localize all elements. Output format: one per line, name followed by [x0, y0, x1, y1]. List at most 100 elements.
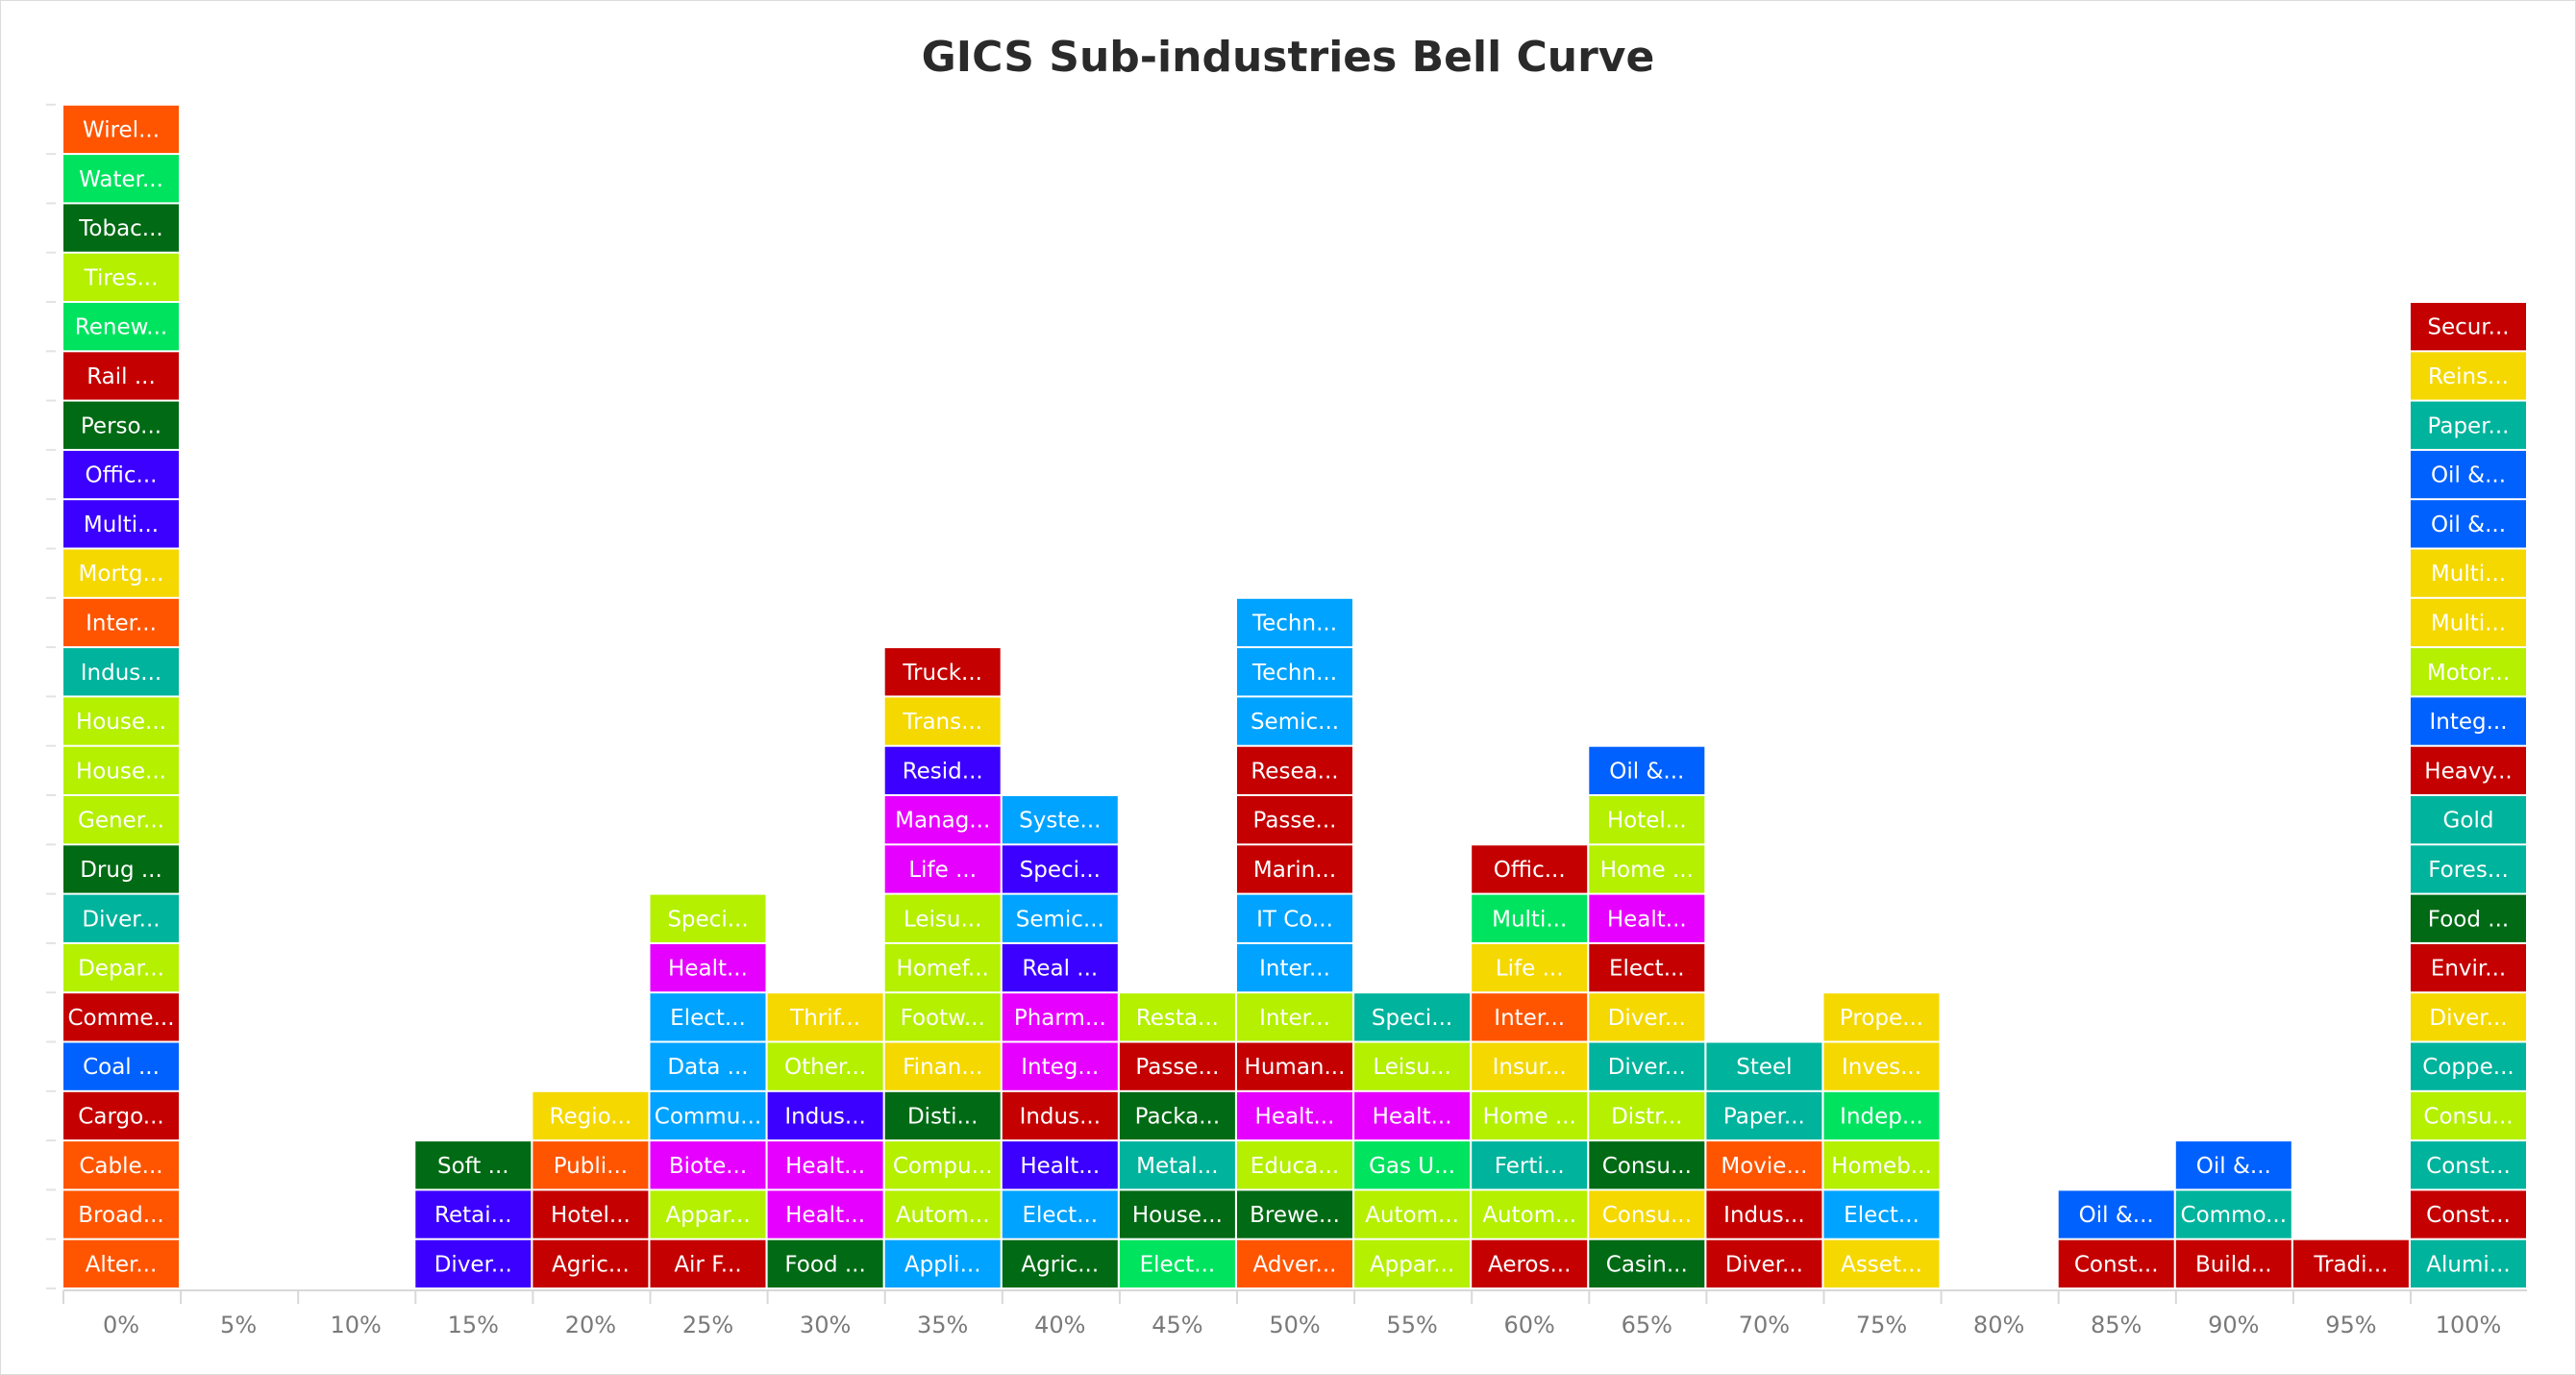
sub-industry-cell[interactable]: Hotel... [533, 1190, 649, 1238]
sub-industry-cell[interactable]: Homef... [884, 943, 1001, 992]
sub-industry-cell[interactable]: Inves... [1823, 1042, 1940, 1090]
sub-industry-cell[interactable]: Diver... [1589, 1042, 1705, 1090]
sub-industry-cell[interactable]: Paper... [1706, 1091, 1822, 1140]
sub-industry-cell[interactable]: Home ... [1472, 1091, 1588, 1140]
sub-industry-cell[interactable]: Multi... [2411, 598, 2526, 647]
sub-industry-cell[interactable]: Oil &... [2175, 1141, 2291, 1189]
sub-industry-cell[interactable]: Indep... [1823, 1091, 1940, 1140]
sub-industry-cell[interactable]: Gas U... [1354, 1141, 1471, 1189]
sub-industry-cell[interactable]: Soft ... [415, 1141, 532, 1189]
sub-industry-cell[interactable]: Indus... [1002, 1091, 1118, 1140]
sub-industry-cell[interactable]: Cargo... [63, 1091, 179, 1140]
sub-industry-cell[interactable]: Diver... [1706, 1239, 1822, 1288]
sub-industry-cell[interactable]: Healt... [1589, 894, 1705, 942]
sub-industry-cell[interactable]: Elect... [650, 993, 766, 1041]
sub-industry-cell[interactable]: Motor... [2411, 648, 2526, 696]
sub-industry-cell[interactable]: Passe... [1119, 1042, 1235, 1090]
sub-industry-cell[interactable]: Semic... [1237, 697, 1352, 745]
sub-industry-cell[interactable]: Agric... [533, 1239, 649, 1288]
sub-industry-cell[interactable]: Paper... [2411, 401, 2526, 449]
sub-industry-cell[interactable]: Secur... [2411, 303, 2526, 351]
sub-industry-cell[interactable]: Packa... [1119, 1091, 1235, 1140]
sub-industry-cell[interactable]: Diver... [2411, 993, 2526, 1041]
sub-industry-cell[interactable]: Const... [2058, 1239, 2174, 1288]
sub-industry-cell[interactable]: Perso... [63, 401, 179, 449]
sub-industry-cell[interactable]: Coppe... [2411, 1042, 2526, 1090]
sub-industry-cell[interactable]: Manag... [884, 796, 1001, 844]
sub-industry-cell[interactable]: Integ... [2411, 697, 2526, 745]
sub-industry-cell[interactable]: Thrif... [767, 993, 883, 1041]
sub-industry-cell[interactable]: Autom... [1354, 1190, 1471, 1238]
sub-industry-cell[interactable]: Gold [2411, 796, 2526, 844]
sub-industry-cell[interactable]: Resta... [1119, 993, 1235, 1041]
sub-industry-cell[interactable]: Brewe... [1237, 1190, 1352, 1238]
sub-industry-cell[interactable]: Multi... [2411, 549, 2526, 597]
sub-industry-cell[interactable]: Food ... [767, 1239, 883, 1288]
sub-industry-cell[interactable]: Adver... [1237, 1239, 1352, 1288]
sub-industry-cell[interactable]: Semic... [1002, 894, 1118, 942]
sub-industry-cell[interactable]: Food ... [2411, 894, 2526, 942]
sub-industry-cell[interactable]: Indus... [1706, 1190, 1822, 1238]
sub-industry-cell[interactable]: Tires... [63, 253, 179, 301]
sub-industry-cell[interactable]: Movie... [1706, 1141, 1822, 1189]
sub-industry-cell[interactable]: Fores... [2411, 845, 2526, 893]
sub-industry-cell[interactable]: Leisu... [1354, 1042, 1471, 1090]
sub-industry-cell[interactable]: Leisu... [884, 894, 1001, 942]
sub-industry-cell[interactable]: Elect... [1823, 1190, 1940, 1238]
sub-industry-cell[interactable]: Offic... [63, 450, 179, 499]
sub-industry-cell[interactable]: Casin... [1589, 1239, 1705, 1288]
sub-industry-cell[interactable]: Broad... [63, 1190, 179, 1238]
sub-industry-cell[interactable]: Elect... [1119, 1239, 1235, 1288]
sub-industry-cell[interactable]: Disti... [884, 1091, 1001, 1140]
sub-industry-cell[interactable]: Footw... [884, 993, 1001, 1041]
sub-industry-cell[interactable]: Retai... [415, 1190, 532, 1238]
sub-industry-cell[interactable]: Healt... [767, 1190, 883, 1238]
sub-industry-cell[interactable]: Insur... [1472, 1042, 1588, 1090]
sub-industry-cell[interactable]: Consu... [1589, 1190, 1705, 1238]
sub-industry-cell[interactable]: Syste... [1002, 796, 1118, 844]
sub-industry-cell[interactable]: Tradi... [2292, 1239, 2409, 1288]
sub-industry-cell[interactable]: Indus... [63, 648, 179, 696]
sub-industry-cell[interactable]: Build... [2175, 1239, 2291, 1288]
sub-industry-cell[interactable]: Life ... [884, 845, 1001, 893]
sub-industry-cell[interactable]: Coal ... [63, 1042, 179, 1090]
sub-industry-cell[interactable]: Autom... [1472, 1190, 1588, 1238]
sub-industry-cell[interactable]: Life ... [1472, 943, 1588, 992]
sub-industry-cell[interactable]: Pharm... [1002, 993, 1118, 1041]
sub-industry-cell[interactable]: Indus... [767, 1091, 883, 1140]
sub-industry-cell[interactable]: Other... [767, 1042, 883, 1090]
sub-industry-cell[interactable]: Autom... [884, 1190, 1001, 1238]
sub-industry-cell[interactable]: Steel [1706, 1042, 1822, 1090]
sub-industry-cell[interactable]: Healt... [767, 1141, 883, 1189]
sub-industry-cell[interactable]: Educa... [1237, 1141, 1352, 1189]
sub-industry-cell[interactable]: Homeb... [1823, 1141, 1940, 1189]
sub-industry-cell[interactable]: Water... [63, 155, 179, 203]
sub-industry-cell[interactable]: Reins... [2411, 352, 2526, 400]
sub-industry-cell[interactable]: Marin... [1237, 845, 1352, 893]
sub-industry-cell[interactable]: Finan... [884, 1042, 1001, 1090]
sub-industry-cell[interactable]: Oil &... [2411, 500, 2526, 548]
sub-industry-cell[interactable]: Speci... [1002, 845, 1118, 893]
sub-industry-cell[interactable]: Oil &... [2058, 1190, 2174, 1238]
sub-industry-cell[interactable]: Aeros... [1472, 1239, 1588, 1288]
sub-industry-cell[interactable]: Biote... [650, 1141, 766, 1189]
sub-industry-cell[interactable]: House... [63, 746, 179, 794]
sub-industry-cell[interactable]: Drug ... [63, 845, 179, 893]
sub-industry-cell[interactable]: Depar... [63, 943, 179, 992]
sub-industry-cell[interactable]: Heavy... [2411, 746, 2526, 794]
sub-industry-cell[interactable]: Diver... [415, 1239, 532, 1288]
sub-industry-cell[interactable]: Metal... [1119, 1141, 1235, 1189]
sub-industry-cell[interactable]: Commo... [2175, 1190, 2291, 1238]
sub-industry-cell[interactable]: Diver... [1589, 993, 1705, 1041]
sub-industry-cell[interactable]: Compu... [884, 1141, 1001, 1189]
sub-industry-cell[interactable]: Appar... [650, 1190, 766, 1238]
sub-industry-cell[interactable]: Elect... [1589, 943, 1705, 992]
sub-industry-cell[interactable]: Trans... [884, 697, 1001, 745]
sub-industry-cell[interactable]: Multi... [1472, 894, 1588, 942]
sub-industry-cell[interactable]: Consu... [2411, 1091, 2526, 1140]
sub-industry-cell[interactable]: Inter... [1472, 993, 1588, 1041]
sub-industry-cell[interactable]: Agric... [1002, 1239, 1118, 1288]
sub-industry-cell[interactable]: Data ... [650, 1042, 766, 1090]
sub-industry-cell[interactable]: Inter... [1237, 993, 1352, 1041]
sub-industry-cell[interactable]: Alter... [63, 1239, 179, 1288]
